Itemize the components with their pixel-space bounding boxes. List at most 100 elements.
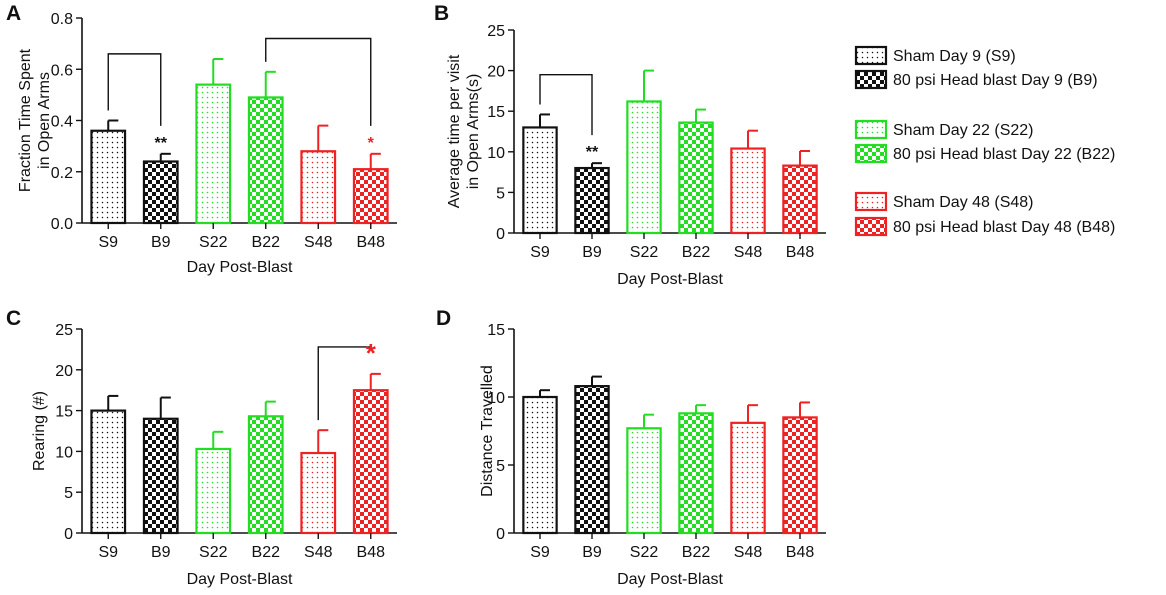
chart-panel-d: D 0 5 10 15 S9 B9 S22 B22 S48 B48 Distance Travelle… [436, 307, 826, 588]
y-tick-label: 15 [55, 404, 73, 421]
y-axis-title: Distance Travelled [479, 365, 496, 497]
x-tick-label: S9 [98, 234, 118, 251]
bar-s48 [730, 421, 766, 535]
x-tick-label: B48 [786, 544, 815, 561]
x-tick-label: B9 [151, 544, 171, 561]
legend-item: Sham Day 9 (S9) [854, 45, 1016, 66]
y-tick-label: 20 [487, 64, 505, 81]
y-tick-label: 10 [487, 390, 505, 407]
chart-panel-a: A0.00.20.40.60.8S9 B9 S22 B22 S48 B48** *Fract… [6, 2, 397, 276]
significance-bracket [265, 37, 372, 126]
legend-swatch [854, 119, 888, 140]
bar-b9 [574, 166, 610, 235]
bar-b22 [247, 415, 284, 535]
y-tick-label: 25 [487, 23, 505, 40]
panel-letter: A [6, 2, 21, 25]
chart-panel-b: B 0 5 10 15 20 25 S9 B9 S22 B22 S48 B48 ** Average tim… [434, 2, 826, 288]
y-axis-title: Average time per visit in Open Arms(s) [446, 54, 482, 208]
significance-bracket [317, 345, 372, 421]
bar-b9 [142, 160, 179, 225]
bar-s22 [195, 447, 232, 535]
significance-marker: ** [155, 135, 168, 152]
x-tick-label: B22 [682, 244, 711, 261]
y-axis-title-line: in Open Arms(s) [465, 74, 482, 190]
y-axis-title: Rearing (#) [31, 391, 48, 471]
x-tick-label: B9 [582, 544, 602, 561]
x-tick-label: B22 [252, 544, 281, 561]
x-tick-label: S9 [530, 544, 550, 561]
bar-b48 [782, 416, 818, 535]
significance-marker: * [368, 135, 375, 152]
y-tick-label: 25 [55, 322, 73, 339]
y-axis-title: Fraction Time Spent in Open Arms [17, 48, 53, 192]
bar-s9 [522, 395, 558, 535]
panel-letter: B [434, 2, 449, 25]
y-tick-label: 10 [487, 145, 505, 162]
bar-b48 [352, 168, 389, 225]
y-tick-label: 0 [496, 226, 505, 243]
x-axis-title: Day Post-Blast [187, 571, 293, 588]
y-tick-label: 5 [64, 485, 73, 502]
bar-b9 [142, 417, 179, 535]
y-axis-title-line: Distance Travelled [479, 365, 496, 497]
x-tick-label: S48 [304, 544, 333, 561]
x-tick-label: B48 [357, 234, 386, 251]
x-tick-label: B9 [151, 234, 171, 251]
significance-marker: * [366, 338, 377, 368]
x-tick-label: S9 [98, 544, 118, 561]
x-tick-label: S22 [630, 244, 659, 261]
bar-s22 [626, 100, 662, 235]
y-axis-title-line: Average time per visit [446, 54, 463, 208]
y-tick-label: 0 [496, 526, 505, 543]
y-tick-label: 0.4 [51, 114, 73, 131]
bar-b9 [574, 385, 610, 535]
legend-swatch [854, 191, 888, 212]
x-axis-title: Day Post-Blast [617, 571, 723, 588]
x-tick-label: B48 [786, 244, 815, 261]
panel-letter: D [436, 307, 451, 330]
legend-item: 80 psi Head blast Day 48 (B48) [854, 216, 1115, 237]
x-tick-label: S22 [199, 234, 228, 251]
bar-s9 [90, 129, 127, 225]
y-tick-label: 0.8 [51, 11, 73, 28]
bar-s48 [300, 150, 337, 225]
x-axis-title: Day Post-Blast [617, 271, 723, 288]
bar-b48 [352, 389, 389, 535]
legend-label: 80 psi Head blast Day 9 (B9) [893, 72, 1098, 89]
y-tick-label: 15 [487, 322, 505, 339]
y-tick-label: 0.6 [51, 62, 73, 79]
legend-swatch [854, 143, 888, 164]
y-axis-title-line: in Open Arms [36, 72, 53, 169]
y-axis-title-line: Fraction Time Spent [17, 48, 34, 192]
y-tick-label: 10 [55, 444, 73, 461]
legend-swatch [854, 69, 888, 90]
legend: Sham Day 9 (S9) 80 psi Head blast Day 9 (… [854, 45, 1115, 237]
x-tick-label: S22 [630, 544, 659, 561]
y-tick-label: 0.0 [51, 216, 73, 233]
bar-b48 [782, 164, 818, 235]
legend-item: Sham Day 48 (S48) [854, 191, 1034, 212]
x-tick-label: B48 [357, 544, 386, 561]
y-tick-label: 5 [496, 458, 505, 475]
x-tick-label: S48 [304, 234, 333, 251]
x-axis-title: Day Post-Blast [187, 259, 293, 276]
bar-s9 [90, 409, 127, 535]
bar-b22 [247, 96, 284, 225]
bar-b22 [678, 412, 714, 535]
bar-s22 [626, 427, 662, 535]
significance-bracket [107, 53, 162, 126]
x-tick-label: S9 [530, 244, 550, 261]
x-tick-label: B22 [252, 234, 281, 251]
y-axis-title-line: Rearing (#) [31, 391, 48, 471]
y-tick-label: 5 [496, 185, 505, 202]
chart-panel-c: C 0 5 10 15 20 25 S9 B9 S22 B22 S48 B48 * Rearing (#) D… [6, 307, 397, 588]
legend-item: 80 psi Head blast Day 22 (B22) [854, 143, 1115, 164]
y-tick-label: 0 [64, 526, 73, 543]
panel-letter: C [6, 307, 21, 330]
chart-panels: A0.00.20.40.60.8S9 B9 S22 B22 S48 B48** *Fract… [6, 2, 826, 588]
legend-swatch [854, 216, 888, 237]
y-tick-label: 0.2 [51, 165, 73, 182]
bar-b22 [678, 121, 714, 235]
y-tick-label: 20 [55, 363, 73, 380]
bar-s9 [522, 126, 558, 235]
